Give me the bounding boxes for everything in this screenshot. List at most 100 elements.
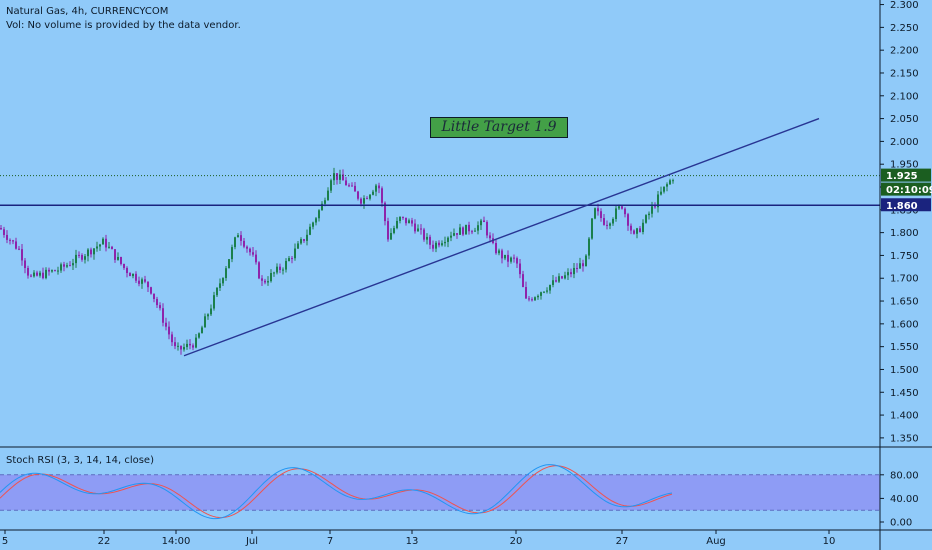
candle-down [12,240,14,242]
candle-down [603,218,605,225]
candle-up [339,174,341,180]
candle-down [621,206,623,209]
candle-down [138,280,140,284]
candle-up [225,268,227,279]
candle-up [231,247,233,260]
candle-down [15,241,17,249]
candle-down [192,345,194,348]
candle-down [387,221,389,240]
candle-down [246,246,248,249]
candle-up [75,254,77,264]
candle-down [171,334,173,343]
candle-down [0,228,2,230]
candle-down [174,342,176,347]
candle-up [567,272,569,276]
stoch-tick-label: 40.00 [890,494,919,505]
candle-down [570,272,572,275]
candle-down [69,265,71,267]
candle-down [654,206,656,208]
candle-down [258,262,260,279]
candle-down [420,228,422,230]
candle-down [111,246,113,250]
candle-up [465,224,467,235]
candle-down [519,263,521,275]
candle-up [300,239,302,244]
candle-down [63,264,65,267]
candle-up [33,272,35,277]
time-tick-label: 13 [406,536,419,547]
candle-down [153,293,155,299]
candle-up [234,237,236,248]
candle-up [87,249,89,257]
candle-up [330,180,332,191]
candle-up [444,241,446,244]
candle-up [204,316,206,328]
candle-up [657,194,659,208]
candle-up [552,280,554,285]
candle-down [3,229,5,235]
stoch-legend: Stoch RSI (3, 3, 14, 14, close) [6,455,154,466]
candle-up [198,333,200,338]
time-tick-label: 14:00 [162,536,191,547]
candle-down [351,185,353,187]
candle-up [195,337,197,348]
candle-down [639,228,641,232]
candle-up [672,180,674,182]
candle-up [327,190,329,201]
candle-down [105,238,107,248]
candle-up [132,273,134,277]
candle-up [372,191,374,195]
candle-down [354,185,356,192]
candle-down [150,287,152,294]
candle-down [303,239,305,241]
candle-up [108,246,110,248]
candle-down [522,274,524,288]
candle-up [477,225,479,231]
candle-up [648,213,650,216]
candle-down [513,257,515,259]
level-price-label-box [881,198,931,212]
candle-up [288,258,290,261]
candle-up [312,222,314,227]
price-tick-label: 1.950 [890,160,919,171]
candle-down [507,254,509,262]
candle-up [660,191,662,195]
candle-down [348,185,350,187]
candle-up [276,266,278,273]
candle-down [381,188,383,203]
candle-up [498,250,500,254]
candle-up [459,227,461,235]
symbol-legend: Natural Gas, 4h, CURRENCYCOM [6,6,169,17]
price-tick-label: 1.800 [890,228,919,239]
price-tick-label: 2.200 [890,46,919,57]
candle-up [396,220,398,229]
candle-down [264,280,266,283]
candle-up [315,218,317,223]
candle-down [189,343,191,346]
candle-up [666,184,668,187]
bar-countdown-label-box [881,182,931,196]
time-tick-label: 10 [823,536,836,547]
stoch-band [0,474,880,511]
candle-down [378,185,380,189]
candle-up [579,263,581,269]
candle-down [468,224,470,232]
candle-down [261,278,263,281]
candle-down [345,180,347,186]
candle-up [504,254,506,259]
candle-up [324,200,326,204]
candle-up [453,233,455,236]
time-tick-label: 20 [510,536,523,547]
candle-down [597,208,599,212]
price-tick-label: 2.000 [890,137,919,148]
candle-up [441,243,443,246]
candle-up [186,343,188,348]
price-tick-label: 1.650 [890,297,919,308]
candle-up [222,278,224,284]
target-annotation[interactable]: Little Target 1.9 [430,117,568,138]
candle-up [609,223,611,226]
candle-up [417,228,419,232]
candle-up [177,345,179,347]
candle-down [360,198,362,204]
